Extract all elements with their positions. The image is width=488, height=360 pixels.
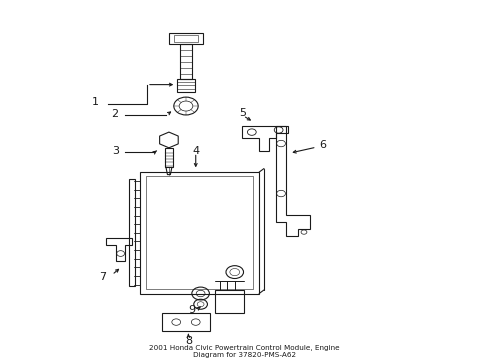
Text: 2: 2 bbox=[110, 109, 118, 119]
Text: 8: 8 bbox=[184, 336, 192, 346]
Bar bbox=[177, 79, 194, 92]
Bar bbox=[173, 35, 198, 42]
Text: 1: 1 bbox=[92, 98, 99, 108]
Bar bbox=[215, 290, 244, 313]
Bar bbox=[145, 176, 253, 289]
Bar bbox=[180, 44, 192, 79]
Bar bbox=[129, 179, 135, 286]
Bar bbox=[161, 313, 210, 331]
Text: 6: 6 bbox=[318, 140, 325, 150]
Bar bbox=[168, 33, 203, 44]
Text: 5: 5 bbox=[239, 108, 246, 118]
Bar bbox=[164, 148, 172, 167]
Text: 7: 7 bbox=[100, 273, 106, 283]
Text: 3: 3 bbox=[112, 147, 119, 156]
Bar bbox=[140, 172, 259, 293]
Text: 2001 Honda Civic Powertrain Control Module, Engine
Diagram for 37820-PMS-A62: 2001 Honda Civic Powertrain Control Modu… bbox=[149, 345, 339, 358]
Text: 9: 9 bbox=[188, 305, 195, 315]
Text: 4: 4 bbox=[192, 146, 199, 156]
